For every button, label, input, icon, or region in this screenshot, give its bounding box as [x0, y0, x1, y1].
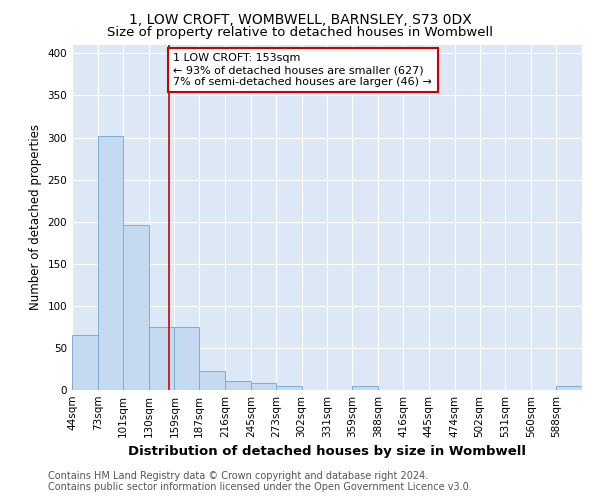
Bar	[149, 327, 175, 390]
Text: 1 LOW CROFT: 153sqm
← 93% of detached houses are smaller (627)
7% of semi-detach: 1 LOW CROFT: 153sqm ← 93% of detached ho…	[173, 54, 433, 86]
Bar	[276, 386, 302, 390]
Bar	[175, 327, 199, 390]
Bar	[199, 372, 225, 390]
Bar	[251, 384, 276, 390]
Y-axis label: Number of detached properties: Number of detached properties	[29, 124, 42, 310]
Bar	[123, 225, 149, 390]
Text: 1, LOW CROFT, WOMBWELL, BARNSLEY, S73 0DX: 1, LOW CROFT, WOMBWELL, BARNSLEY, S73 0D…	[128, 12, 472, 26]
Bar	[352, 386, 378, 390]
Bar	[556, 386, 582, 390]
Text: Contains HM Land Registry data © Crown copyright and database right 2024.
Contai: Contains HM Land Registry data © Crown c…	[48, 471, 472, 492]
Text: Size of property relative to detached houses in Wombwell: Size of property relative to detached ho…	[107, 26, 493, 39]
X-axis label: Distribution of detached houses by size in Wombwell: Distribution of detached houses by size …	[128, 446, 526, 458]
Bar	[225, 380, 251, 390]
Bar	[98, 136, 123, 390]
Bar	[72, 336, 98, 390]
